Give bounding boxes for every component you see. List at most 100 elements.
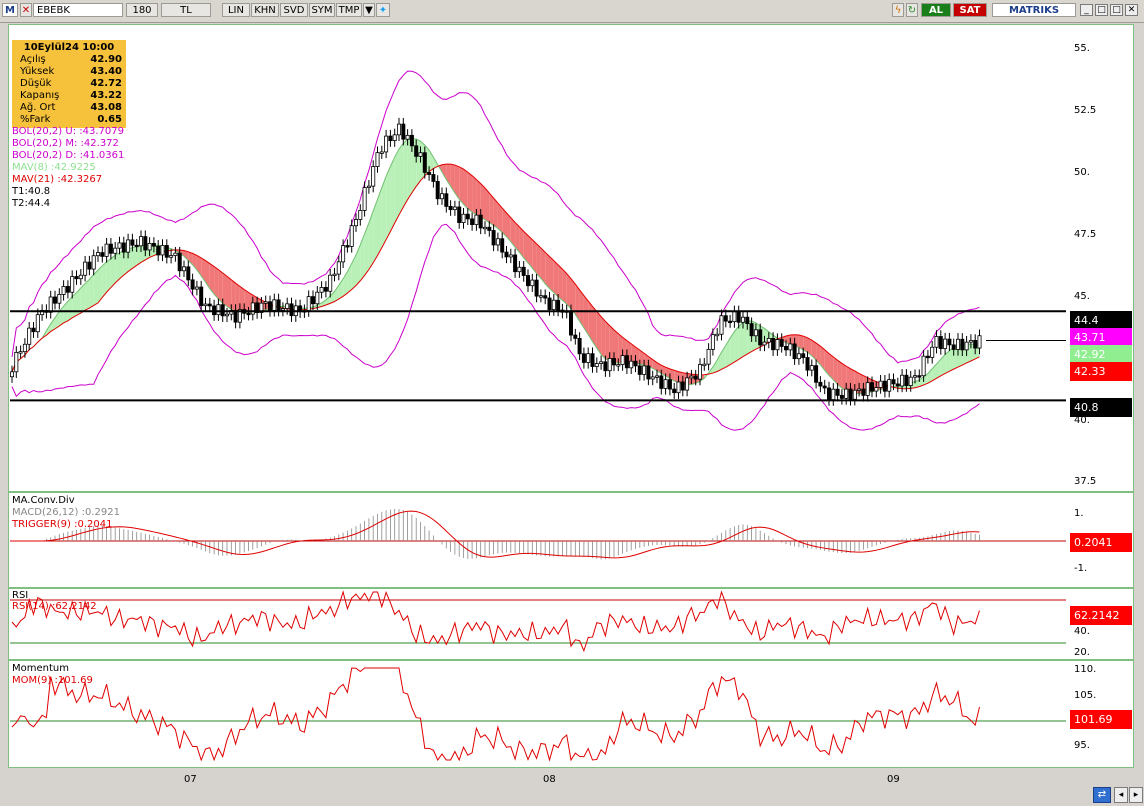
- lin-button[interactable]: LIN: [222, 3, 250, 17]
- candle-body: [569, 310, 574, 336]
- mav-fill: [936, 359, 941, 379]
- candle-body: [827, 387, 832, 401]
- mav21-line: [11, 163, 980, 390]
- mav-fill: [106, 258, 111, 293]
- maximize-icon[interactable]: □: [1110, 4, 1123, 16]
- mav-fill: [119, 250, 124, 279]
- khn-button[interactable]: KHN: [251, 3, 279, 17]
- macd-tag: 0.2041: [1070, 533, 1132, 552]
- twitter-icon[interactable]: ✦: [376, 3, 390, 17]
- price-tick: 50.: [1074, 167, 1090, 178]
- mav-fill: [631, 343, 636, 364]
- mav-fill: [218, 269, 223, 304]
- candle-body: [461, 213, 466, 223]
- candle-body: [633, 360, 638, 367]
- close-icon[interactable]: ✕: [1125, 4, 1138, 16]
- buy-button[interactable]: AL: [921, 3, 951, 17]
- symbol-input[interactable]: EBEBK: [33, 3, 123, 17]
- mav-fill: [730, 331, 735, 365]
- mav-fill: [854, 371, 860, 394]
- candle-body: [964, 341, 969, 351]
- candle-body: [117, 242, 122, 249]
- candle-body: [659, 375, 664, 389]
- close-symbol-icon[interactable]: ✕: [20, 3, 32, 17]
- candle-body: [504, 251, 509, 258]
- candle-body: [31, 327, 36, 333]
- mav-fill: [330, 291, 335, 304]
- candle-body: [439, 193, 444, 200]
- candle-body: [758, 329, 763, 346]
- mav-fill: [596, 311, 602, 355]
- mav-fill: [940, 354, 946, 376]
- mav-fill: [364, 222, 369, 276]
- momentum-panel[interactable]: [8, 660, 1134, 768]
- candle-body: [672, 388, 677, 394]
- candle-body: [207, 303, 212, 307]
- candle-body: [199, 286, 204, 307]
- mav-fill: [373, 199, 378, 263]
- sell-button[interactable]: SAT: [953, 3, 987, 17]
- sym-button[interactable]: SYM: [309, 3, 335, 17]
- mav-fill: [523, 231, 528, 263]
- restore-icon[interactable]: □: [1095, 4, 1108, 16]
- candle-body: [637, 365, 642, 375]
- candle-body: [784, 346, 789, 351]
- candle-body: [960, 338, 965, 351]
- candle-body: [452, 206, 457, 211]
- candle-body: [538, 295, 543, 298]
- mav-fill: [816, 343, 821, 365]
- mav-fill: [665, 367, 670, 379]
- currency-select[interactable]: TL: [161, 3, 211, 17]
- candle-body: [246, 312, 251, 316]
- mav-fill: [480, 183, 485, 220]
- mav-fill: [123, 248, 129, 276]
- candle-body: [285, 303, 290, 309]
- candle-body: [792, 343, 797, 360]
- mav-fill: [463, 169, 468, 209]
- candle-body: [646, 365, 651, 380]
- candle-body: [968, 340, 973, 343]
- candle-body: [422, 152, 427, 173]
- sync-icon[interactable]: ⇄: [1093, 787, 1111, 803]
- price-tag-mav21: 42.33: [1070, 362, 1132, 381]
- candle-body: [603, 361, 608, 372]
- flash-icon[interactable]: ϟ: [892, 3, 904, 17]
- info-row: Düşük 42.72: [20, 78, 122, 89]
- candle-body: [18, 351, 23, 354]
- mav-fill: [347, 263, 352, 294]
- macd-panel[interactable]: [8, 492, 1134, 588]
- mav-fill: [820, 346, 825, 371]
- scroll-right-icon[interactable]: ▸: [1129, 787, 1143, 803]
- candle-body: [586, 353, 591, 363]
- minimize-icon[interactable]: _: [1080, 4, 1093, 16]
- mav-fill: [571, 278, 576, 315]
- legend-bol-d: BOL(20,2) D: :41.0361: [12, 150, 125, 161]
- scroll-left-icon[interactable]: ◂: [1114, 787, 1128, 803]
- rsi-title: RSI: [12, 590, 29, 601]
- candle-body: [719, 315, 724, 335]
- svd-button[interactable]: SVD: [280, 3, 308, 17]
- macd-tick: -1.: [1074, 563, 1088, 574]
- mav-fill: [442, 164, 447, 180]
- candle-body: [388, 135, 393, 142]
- mav-fill: [110, 255, 116, 288]
- interval-select[interactable]: 180: [126, 3, 158, 17]
- candle-body: [891, 379, 896, 385]
- candle-body: [83, 261, 88, 276]
- refresh-icon[interactable]: ↻: [906, 3, 918, 17]
- candle-body: [78, 274, 83, 280]
- candle-body: [642, 365, 647, 375]
- mav-fill: [579, 289, 584, 328]
- candle-body: [685, 377, 690, 391]
- momentum-title: Momentum: [12, 663, 69, 674]
- dropdown-icon[interactable]: ▼: [363, 3, 375, 17]
- candle-body: [741, 316, 746, 323]
- tmp-button[interactable]: TMP: [336, 3, 362, 17]
- candle-body: [384, 135, 389, 153]
- x-tick: 07: [184, 774, 197, 785]
- candle-body: [491, 230, 496, 246]
- candle-body: [612, 358, 617, 366]
- candle-body: [547, 297, 552, 310]
- mav-fill: [334, 285, 339, 302]
